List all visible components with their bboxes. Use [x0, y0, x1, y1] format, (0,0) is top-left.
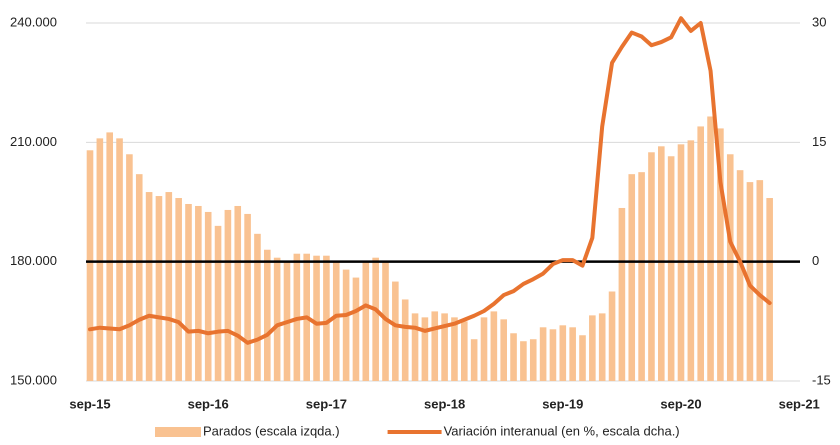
- bar: [234, 205, 242, 381]
- bar: [401, 299, 409, 381]
- bar: [323, 255, 330, 381]
- bar: [638, 172, 645, 381]
- bar: [145, 192, 153, 381]
- bar: [529, 339, 537, 381]
- bar: [411, 313, 419, 381]
- bar: [717, 128, 724, 381]
- y-tick-label: 150.000: [10, 372, 57, 387]
- bar: [589, 315, 596, 381]
- bar: [195, 205, 202, 381]
- bar: [96, 138, 104, 381]
- bar: [451, 317, 458, 381]
- x-tick-label: sep-17: [306, 396, 347, 411]
- y2-tick-label: 0: [812, 253, 819, 268]
- bar: [569, 327, 576, 381]
- bar: [116, 138, 123, 381]
- x-tick-label: sep-19: [542, 396, 583, 411]
- bar: [520, 341, 527, 381]
- bar: [461, 321, 468, 381]
- bar: [175, 198, 182, 381]
- bar: [648, 152, 655, 381]
- bar: [667, 156, 675, 381]
- bar: [135, 174, 143, 381]
- bar: [86, 150, 94, 381]
- bar: [608, 291, 616, 381]
- bar: [500, 319, 507, 381]
- bar: [441, 313, 448, 381]
- bar: [756, 180, 764, 381]
- bar: [185, 203, 192, 381]
- bar: [470, 339, 478, 381]
- bar: [480, 317, 488, 381]
- bar: [707, 116, 714, 381]
- x-tick-label: sep-20: [660, 396, 701, 411]
- y-tick-label: 240.000: [10, 14, 57, 29]
- bar: [510, 333, 517, 381]
- bar: [490, 311, 498, 381]
- bar: [736, 170, 744, 381]
- bar: [362, 261, 370, 381]
- bar: [618, 207, 626, 381]
- bar: [126, 154, 133, 381]
- bar: [106, 132, 113, 381]
- bar: [579, 335, 586, 381]
- bar: [204, 211, 212, 381]
- bar: [342, 269, 350, 381]
- bar: [254, 233, 261, 381]
- bar: [726, 154, 734, 381]
- x-tick-label: sep-15: [69, 396, 110, 411]
- bar: [559, 325, 567, 381]
- bar: [539, 327, 547, 381]
- bar: [598, 313, 606, 381]
- y2-tick-label: 15: [812, 134, 826, 149]
- bar: [214, 225, 222, 381]
- bar: [264, 249, 271, 381]
- bar: [421, 317, 429, 381]
- bar: [332, 261, 340, 381]
- bar: [224, 209, 232, 381]
- y-tick-label: 210.000: [10, 134, 57, 149]
- bar: [549, 329, 557, 381]
- y2-tick-label: 30: [812, 14, 826, 29]
- bar: [273, 257, 281, 381]
- legend-label: Parados (escala izqda.): [203, 423, 340, 438]
- bar: [372, 257, 379, 381]
- x-tick-label: sep-16: [188, 396, 229, 411]
- bar: [352, 277, 360, 381]
- y2-tick-label: -15: [812, 372, 831, 387]
- bar: [313, 255, 320, 381]
- bar: [165, 192, 173, 381]
- bar: [431, 311, 439, 381]
- bar: [244, 213, 251, 381]
- bar: [766, 198, 773, 381]
- bar: [658, 146, 665, 381]
- x-tick-label: sep-18: [424, 396, 465, 411]
- x-tick-label: sep-21: [779, 396, 820, 411]
- bar: [382, 261, 389, 381]
- bar: [155, 196, 163, 381]
- line: [88, 16, 772, 345]
- legend-swatch: [155, 427, 201, 437]
- y-tick-label: 180.000: [10, 253, 57, 268]
- bar: [697, 126, 704, 381]
- bar: [628, 174, 636, 381]
- legend-label: Variación interanual (en %, escala dcha.…: [444, 423, 680, 438]
- bar: [392, 281, 399, 381]
